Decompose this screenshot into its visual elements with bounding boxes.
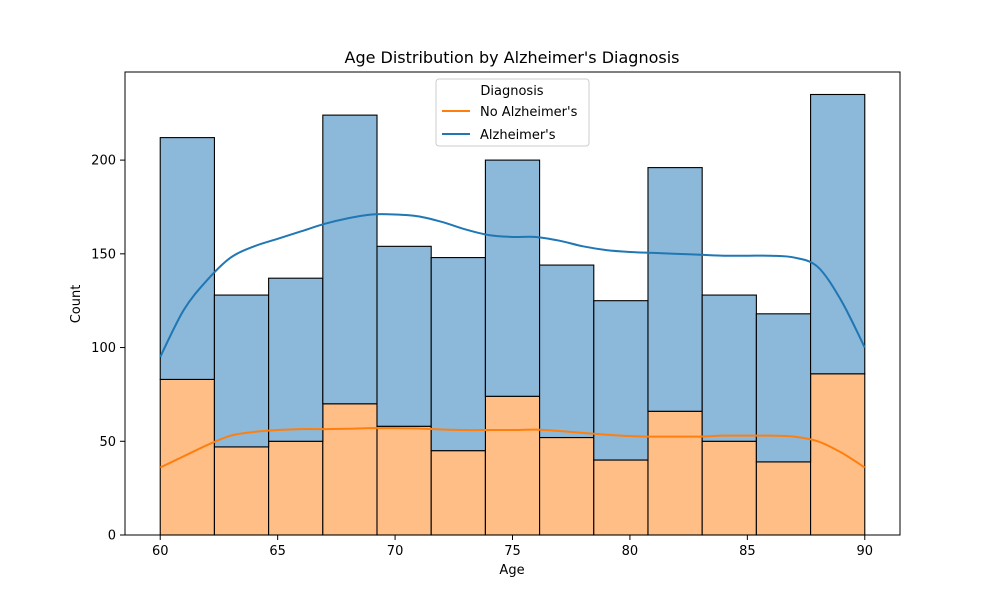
legend-label-alzheimers: Alzheimer's (480, 128, 556, 143)
bar-no-alzheimer-s-6 (484, 395, 541, 536)
bar-alzheimer-s-7 (539, 264, 595, 439)
bar-no-alzheimer-s-1 (213, 446, 270, 536)
bar-alzheimer-s-0 (159, 137, 215, 380)
y-tick-label-150: 150 (91, 247, 116, 262)
bar-alzheimer-s-2 (268, 277, 324, 442)
x-axis: 60 65 70 75 80 85 90 (152, 535, 873, 559)
bar-alzheimer-s-11 (755, 313, 812, 463)
bar-no-alzheimer-s-11 (755, 461, 812, 536)
y-tick-label-50: 50 (99, 435, 116, 450)
y-tick-label-0: 0 (108, 529, 116, 544)
y-tick-label-100: 100 (91, 341, 116, 356)
kde-layer (159, 213, 866, 469)
bar-no-alzheimer-s-12 (810, 373, 866, 536)
x-tick-label-65: 65 (269, 544, 286, 559)
bar-no-alzheimer-s-2 (268, 440, 324, 536)
bar-no-alzheimer-s-10 (701, 440, 757, 536)
y-tick-label-200: 200 (91, 154, 116, 169)
bar-alzheimer-s-4 (376, 245, 432, 427)
kde-line-no-alzheimer-s (159, 427, 866, 469)
legend-title: Diagnosis (480, 84, 543, 99)
bar-no-alzheimer-s-7 (539, 436, 595, 536)
x-tick-label-70: 70 (387, 544, 404, 559)
chart-title: Age Distribution by Alzheimer's Diagnosi… (345, 48, 680, 67)
x-tick-label-60: 60 (152, 544, 169, 559)
bar-no-alzheimer-s-4 (376, 425, 432, 536)
y-axis: 0 50 100 150 200 (91, 154, 125, 544)
y-axis-label: Count (69, 285, 84, 324)
legend: Diagnosis No Alzheimer's Alzheimer's (435, 78, 590, 147)
x-tick-label-75: 75 (504, 544, 521, 559)
bar-no-alzheimer-s-0 (159, 378, 215, 536)
bar-alzheimer-s-1 (213, 294, 270, 448)
x-tick-label-85: 85 (739, 544, 756, 559)
bar-alzheimer-s-5 (430, 257, 486, 452)
legend-box (435, 78, 590, 147)
bar-no-alzheimer-s-3 (322, 403, 378, 536)
bar-alzheimer-s-10 (701, 294, 757, 442)
kde-line-alzheimer-s (159, 213, 866, 358)
bar-no-alzheimer-s-9 (647, 410, 703, 536)
x-tick-label-80: 80 (622, 544, 639, 559)
bar-alzheimer-s-9 (647, 167, 703, 412)
x-tick-label-90: 90 (856, 544, 873, 559)
bar-no-alzheimer-s-8 (593, 459, 649, 536)
bar-no-alzheimer-s-5 (430, 450, 486, 536)
legend-label-no-alzheimers: No Alzheimer's (480, 105, 578, 120)
bar-alzheimer-s-6 (484, 159, 541, 397)
bar-alzheimer-s-3 (322, 114, 378, 405)
x-axis-label: Age (499, 563, 524, 578)
